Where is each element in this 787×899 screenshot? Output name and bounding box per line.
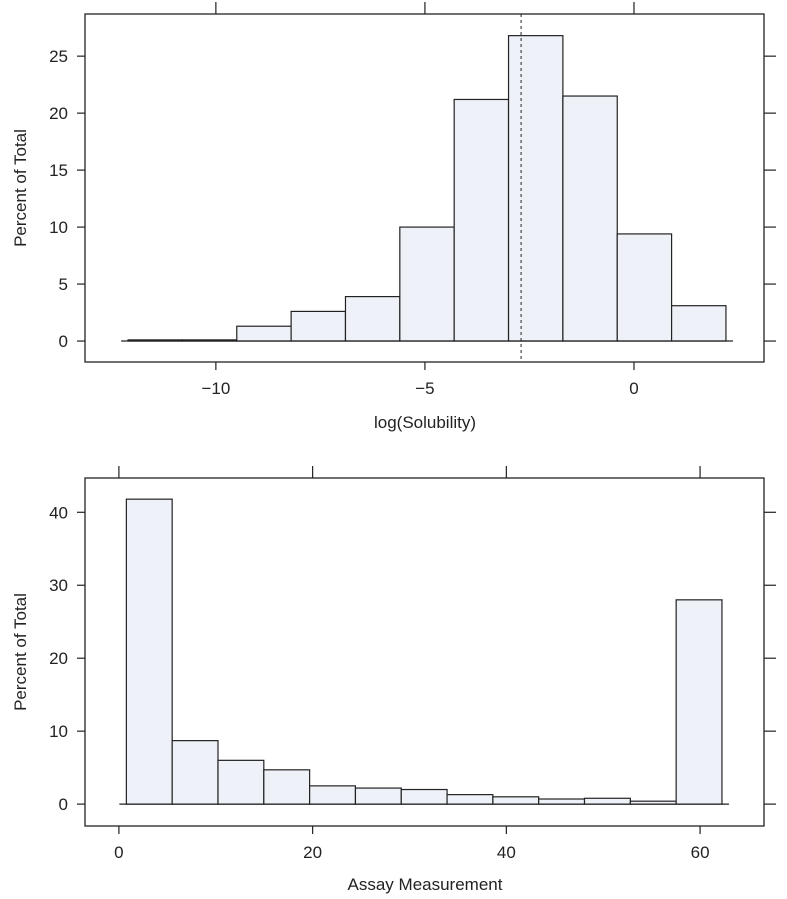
x-axis-label: log(Solubility) (374, 413, 476, 432)
histogram-bar (344, 295, 401, 342)
y-tick-label: 0 (59, 332, 68, 351)
histogram-bar (453, 98, 510, 342)
y-axis-label: Percent of Total (11, 593, 30, 711)
histogram-bar (670, 305, 727, 342)
y-tick-label: 10 (49, 722, 68, 741)
y-tick-label: 5 (59, 275, 68, 294)
histogram-bar (309, 785, 357, 805)
x-tick-label: 60 (691, 843, 710, 862)
y-tick-label: 20 (49, 104, 68, 123)
solubility-histogram: log(Solubility) Percent of Total −10 −5 0 0… (11, 2, 776, 432)
y-tick-label: 0 (59, 795, 68, 814)
histogram-bar (562, 95, 618, 342)
histogram-bar (446, 794, 494, 805)
histogram-bar (400, 788, 448, 805)
y-tick-label: 20 (49, 649, 68, 668)
histogram-bar (125, 498, 173, 805)
x-tick-label: 0 (629, 379, 638, 398)
histogram-bar (171, 740, 219, 805)
histogram-bar (217, 759, 265, 805)
plot-frame (84, 477, 765, 827)
y-tick-label: 25 (49, 47, 68, 66)
histogram-bar (616, 233, 673, 342)
y-tick-label: 30 (49, 576, 68, 595)
histogram-bar (507, 35, 564, 342)
histogram-bar (290, 310, 347, 342)
x-tick-label: −5 (415, 379, 434, 398)
x-tick-label: −10 (201, 379, 230, 398)
x-tick-label: 20 (303, 843, 322, 862)
assay-histogram: Assay Measurement Percent of Total 0 20 40… (11, 466, 776, 894)
histogram-bar (583, 797, 631, 805)
histogram-bar (492, 796, 540, 805)
y-tick-label: 40 (49, 503, 68, 522)
histogram-bar (236, 325, 292, 342)
x-tick-label: 0 (114, 843, 123, 862)
y-tick-label: 10 (49, 218, 68, 237)
x-axis-label: Assay Measurement (348, 875, 503, 894)
histogram-bar (675, 599, 723, 805)
y-tick-label: 15 (49, 161, 68, 180)
x-tick-label: 40 (497, 843, 516, 862)
histogram-bar (263, 769, 311, 805)
histogram-bar (354, 787, 402, 805)
y-axis-label: Percent of Total (11, 129, 30, 247)
histogram-bar (399, 226, 455, 342)
histogram-bar (538, 798, 586, 805)
